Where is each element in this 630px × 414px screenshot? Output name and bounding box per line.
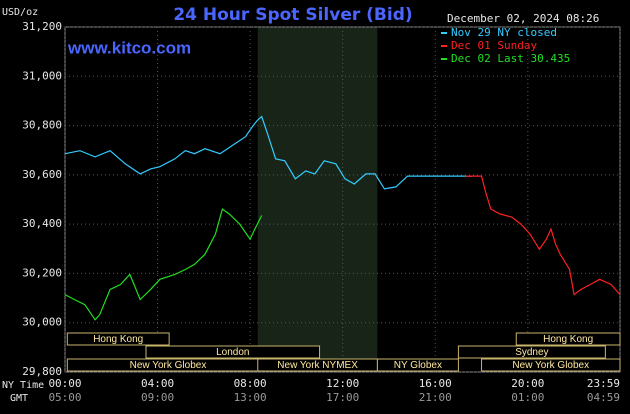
legend-label: Dec 02 Last 30.435: [451, 52, 570, 65]
x2-tick-label: 13:00: [234, 391, 267, 404]
x2-tick-label: 21:00: [419, 391, 452, 404]
chart-title: 24 Hour Spot Silver (Bid): [173, 5, 412, 25]
x2-tick-label: 01:00: [511, 391, 544, 404]
y-tick-label: 31,000: [22, 69, 62, 82]
x2-axis-label: GMT: [10, 393, 28, 404]
y-tick-label: 30,600: [22, 168, 62, 181]
session-label: Sydney: [515, 347, 548, 358]
x-tick-label: 04:00: [141, 377, 174, 390]
series-line: [465, 175, 621, 296]
x2-tick-label: 04:59: [587, 391, 620, 404]
y-tick-label: 30,400: [22, 217, 62, 230]
x-tick-label: 20:00: [511, 377, 544, 390]
x-tick-label: 23:59: [587, 377, 620, 390]
y-axis-label: USD/oz: [2, 7, 38, 18]
y-tick-label: 30,200: [22, 266, 62, 279]
session-shade: [257, 27, 378, 372]
series-line: [64, 208, 263, 321]
x-tick-label: 12:00: [326, 377, 359, 390]
session-label: London: [216, 347, 249, 358]
session-bar: [66, 332, 170, 346]
session-bar: [376, 358, 459, 372]
session-label: New York Globex: [512, 360, 589, 371]
session-label: Hong Kong: [93, 334, 143, 345]
session-bar: [145, 345, 321, 359]
x-tick-label: 16:00: [419, 377, 452, 390]
session-label: NY Globex: [394, 360, 442, 371]
session-bar: [515, 332, 621, 346]
y-tick-label: 30,800: [22, 119, 62, 132]
watermark: www.kitco.com: [67, 38, 191, 57]
legend-label: Nov 29 NY closed: [451, 26, 557, 39]
session-bar: [481, 358, 621, 372]
session-bar: [457, 345, 606, 359]
x-tick-label: 08:00: [234, 377, 267, 390]
session-label: New York Globex: [130, 360, 207, 371]
y-tick-label: 30,000: [22, 316, 62, 329]
x-tick-label: 00:00: [48, 377, 81, 390]
session-label: New York NYMEX: [277, 360, 358, 371]
y-tick-label: 31,200: [22, 20, 62, 33]
session-label: Hong Kong: [543, 334, 593, 345]
timestamp: December 02, 2024 08:26: [447, 12, 599, 25]
y-tick-label: 29,800: [22, 365, 62, 378]
series-line: [64, 115, 473, 190]
x2-tick-label: 09:00: [141, 391, 174, 404]
x2-tick-label: 05:00: [48, 391, 81, 404]
x-axis-label: NY Time: [2, 380, 44, 391]
legend-label: Dec 01 Sunday: [451, 39, 537, 52]
x2-tick-label: 17:00: [326, 391, 359, 404]
